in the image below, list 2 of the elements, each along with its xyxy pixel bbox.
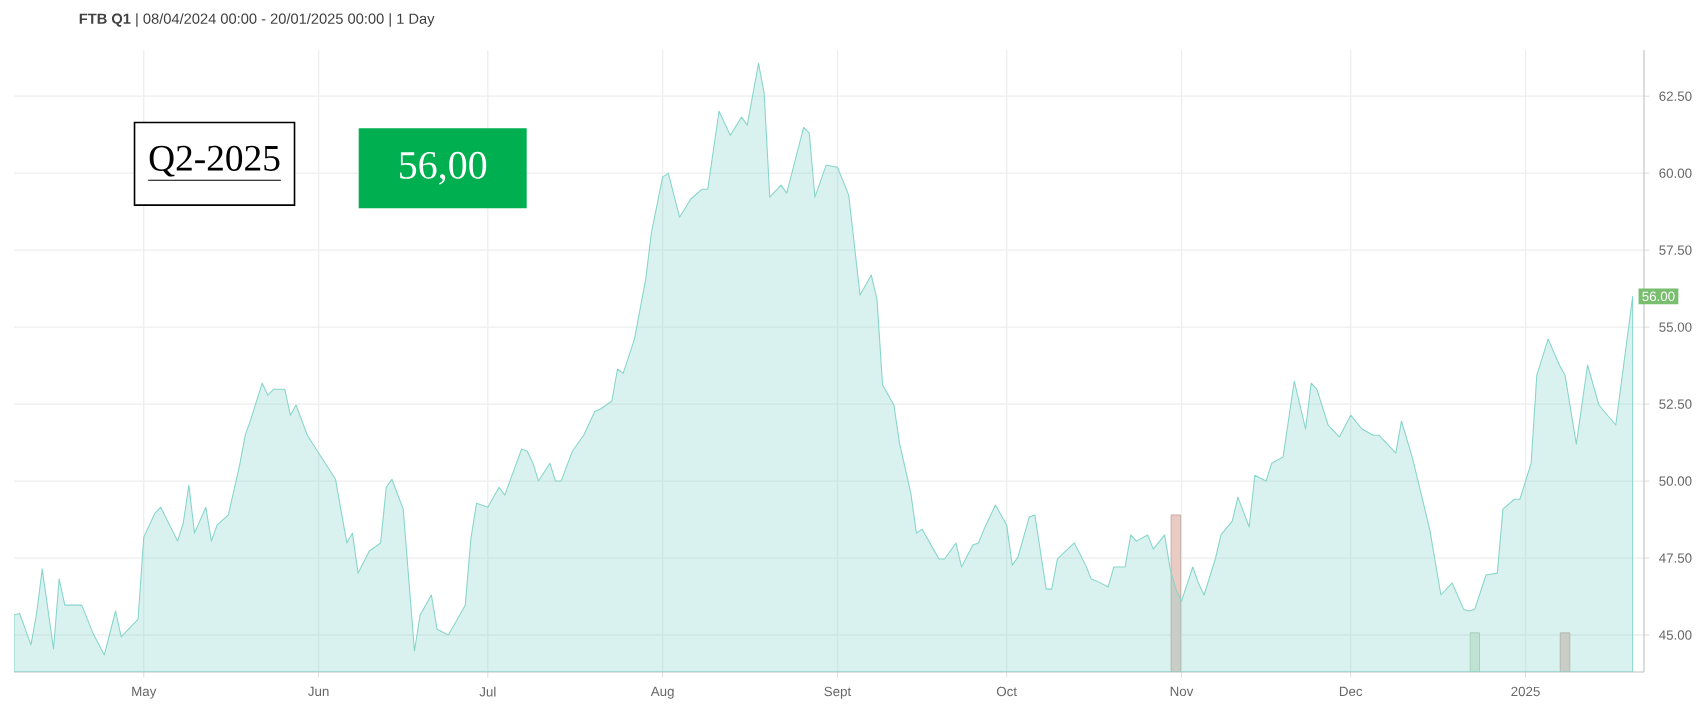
annotation: Q2-2025 — [149, 145, 280, 177]
annotation: 56,00 — [400, 151, 487, 185]
